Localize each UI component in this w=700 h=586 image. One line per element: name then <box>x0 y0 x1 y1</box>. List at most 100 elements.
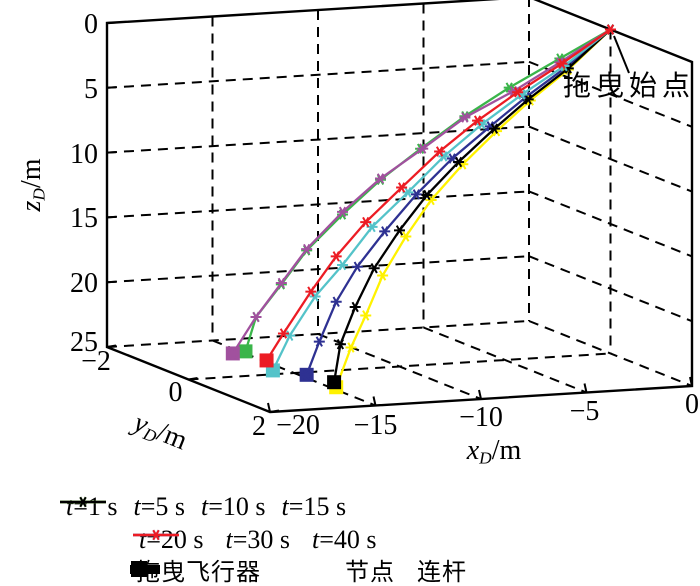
legend-label: t=20 s <box>139 525 204 554</box>
gridline-floor-x-5 <box>423 326 587 394</box>
axes-box <box>105 0 694 414</box>
z-axis-sub: D <box>29 188 49 201</box>
node-marker-t=15s <box>328 376 340 388</box>
legend-label: t=5 s <box>133 492 186 521</box>
x-tick-label-0: 0 <box>685 389 699 420</box>
hidden-edge-rightwall-floor <box>528 320 693 387</box>
z-tick-label-25: 25 <box>70 327 98 358</box>
node-marker-t=40s <box>330 251 342 262</box>
annotation-leader-line <box>613 35 630 74</box>
y-tick-mark <box>269 409 280 413</box>
node-marker-t=40s <box>434 146 446 157</box>
node-marker-t=20s <box>284 330 296 341</box>
z-axis-unit: /m <box>16 158 48 189</box>
node-marker-t=1s <box>301 369 313 381</box>
legend-item-t=15 s: t=15 s <box>60 492 347 521</box>
node-marker-t=30s <box>250 311 262 323</box>
x-tick-mark <box>372 396 377 406</box>
node-marker-t=30s <box>275 277 287 289</box>
legend-item-t=30 s: t=30 s <box>133 525 291 554</box>
node-marker-t=40s <box>360 216 372 228</box>
node-marker-t=40s <box>305 286 317 297</box>
node-marker-t=30s <box>337 206 349 218</box>
legend-label: t=10 s <box>201 492 266 521</box>
z-axis-label: zD/m <box>16 158 49 211</box>
legend-label: t=30 s <box>225 525 291 554</box>
node-marker-t=10s <box>239 346 251 357</box>
line-asterisk-icon <box>133 529 179 541</box>
x-tick-label--10: −10 <box>459 402 503 433</box>
legend-item-连杆: 连杆 <box>130 561 467 585</box>
legend-row-3: 拖曳飞行器 节点 连杆 <box>130 561 467 585</box>
node-marker-t=15s <box>421 189 433 201</box>
z-tick-label-10: 10 <box>70 138 98 170</box>
node-marker-t=15s <box>368 263 380 274</box>
gridline-rightwall-z10 <box>528 125 693 193</box>
node-marker-t=40s <box>277 328 289 339</box>
legend-item-t=40 s: t=40 s <box>133 525 377 554</box>
cable-curve-t=20s <box>271 28 612 371</box>
node-marker-t=15s <box>453 156 465 168</box>
node-marker-t=40s <box>396 182 408 193</box>
node-marker-t=30s <box>417 143 429 154</box>
z-tick-mark <box>106 21 117 24</box>
hidden-edge-backwall-floor <box>106 320 530 348</box>
node-marker-t=5s <box>360 310 372 321</box>
z-tick-label-5: 5 <box>84 73 98 105</box>
x-tick-label--20: −20 <box>276 410 320 441</box>
node-marker-t=5s <box>377 270 389 281</box>
node-marker-t=40s <box>605 24 616 35</box>
node-marker-t=1s <box>330 296 342 307</box>
y-tick-label-2: 2 <box>252 411 266 442</box>
x-tick-label--5: −5 <box>569 395 600 427</box>
z-tick-label-0: 0 <box>84 9 98 40</box>
gridline-backwall-z20 <box>106 255 530 284</box>
x-tick-mark <box>689 376 693 387</box>
y-tick-label-0: 0 <box>168 376 183 408</box>
node-marker-t=5s <box>425 194 437 206</box>
x-tick-mark <box>583 383 588 393</box>
legend-row-1: t=1 s t=5 s t=10 s t=15 s <box>60 494 346 520</box>
gridline-backwall-z10 <box>106 125 530 154</box>
gridline-backwall-z15 <box>106 190 530 219</box>
node-marker-t=30s <box>459 112 471 123</box>
x-axis-var: x <box>466 435 480 467</box>
legend-label: t=40 s <box>312 525 377 554</box>
node-marker-t=40s <box>261 355 273 366</box>
z-tick-label-15: 15 <box>70 203 98 235</box>
node-marker-t=5s <box>345 342 357 353</box>
gridline-floor-y0 <box>188 352 611 381</box>
z-tick-label-20: 20 <box>70 268 98 300</box>
node-marker-t=20s <box>309 291 321 302</box>
node-marker-t=40s <box>556 58 568 69</box>
gridline-backwall-z5 <box>106 60 530 89</box>
z-tick-mark <box>106 151 117 154</box>
node-marker-t=40s <box>512 86 524 98</box>
z-tick-mark <box>106 280 117 284</box>
annotation-tow-start-point: 拖曳始点 <box>563 71 696 102</box>
x-axis-unit: /m <box>491 435 522 467</box>
node-marker-t=5s <box>400 231 412 242</box>
node-marker-t=15s <box>394 225 405 236</box>
node-marker-t=30s <box>375 173 387 184</box>
node-marker-t=15s <box>488 123 500 134</box>
legend-row-2: t=20 s t=30 s t=40 s <box>133 527 377 553</box>
z-tick-mark <box>106 215 117 219</box>
legend-label: t=15 s <box>281 492 347 521</box>
legend-item-t=10 s: t=10 s <box>60 492 266 521</box>
legend-label: 节点 <box>345 560 395 586</box>
x-axis-sub: D <box>479 448 492 468</box>
node-marker-t=40s <box>472 115 484 126</box>
node-marker-t=1s <box>410 189 422 200</box>
line-asterisk-icon <box>60 496 106 508</box>
legend-item-t=20 s: t=20 s <box>133 527 204 553</box>
z-tick-mark <box>106 86 117 89</box>
node-marker-t=30s <box>227 348 239 359</box>
node-marker-t=1s <box>379 226 391 237</box>
legend-item-t=5 s: t=5 s <box>60 492 186 521</box>
node-marker-t=1s <box>313 336 325 347</box>
cable-curve-t=30s <box>231 28 612 355</box>
legend-item-节点: 节点 <box>131 560 395 586</box>
